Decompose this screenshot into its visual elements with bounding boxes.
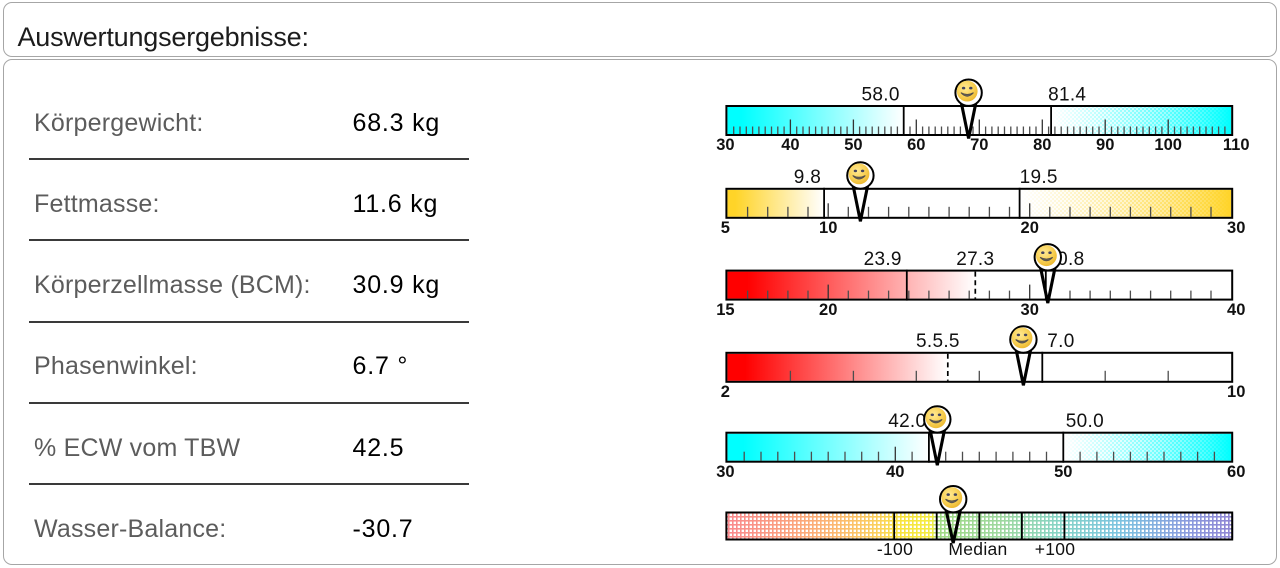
svg-text:9.8: 9.8: [794, 167, 821, 188]
svg-text:27.3: 27.3: [956, 249, 994, 270]
svg-text:Median: Median: [948, 539, 1007, 559]
svg-text:2: 2: [721, 383, 730, 401]
svg-text:50: 50: [844, 136, 862, 154]
svg-text:10: 10: [819, 219, 837, 237]
svg-text:10: 10: [1227, 383, 1245, 401]
svg-text:80: 80: [1033, 136, 1051, 154]
svg-text:50.0: 50.0: [1066, 411, 1104, 432]
svg-text:60: 60: [907, 136, 925, 154]
svg-text:40: 40: [886, 463, 904, 481]
svg-text:+100: +100: [1035, 539, 1076, 559]
svg-text:-100: -100: [877, 539, 913, 559]
svg-text:90: 90: [1096, 136, 1114, 154]
svg-text:100: 100: [1154, 136, 1182, 154]
svg-text:30: 30: [716, 463, 734, 481]
svg-text:5.5.5: 5.5.5: [916, 331, 960, 352]
svg-text:30: 30: [1021, 301, 1039, 319]
svg-text:30: 30: [1227, 219, 1245, 237]
svg-text:5: 5: [721, 219, 730, 237]
svg-text:15: 15: [716, 301, 734, 319]
svg-text:110: 110: [1223, 136, 1250, 154]
svg-text:42.0: 42.0: [888, 411, 926, 432]
svg-text:7.0: 7.0: [1047, 331, 1074, 352]
svg-text:40: 40: [1227, 301, 1245, 319]
svg-text:70: 70: [970, 136, 988, 154]
svg-text:60: 60: [1227, 463, 1245, 481]
svg-text:50: 50: [1054, 463, 1072, 481]
svg-text:20: 20: [1021, 219, 1039, 237]
svg-text:19.5: 19.5: [1020, 167, 1058, 188]
svg-text:30: 30: [716, 136, 734, 154]
svg-text:58.0: 58.0: [862, 84, 900, 105]
svg-text:40: 40: [781, 136, 799, 154]
svg-text:20: 20: [819, 301, 837, 319]
svg-text:23.9: 23.9: [864, 249, 902, 270]
svg-text:81.4: 81.4: [1048, 84, 1086, 105]
